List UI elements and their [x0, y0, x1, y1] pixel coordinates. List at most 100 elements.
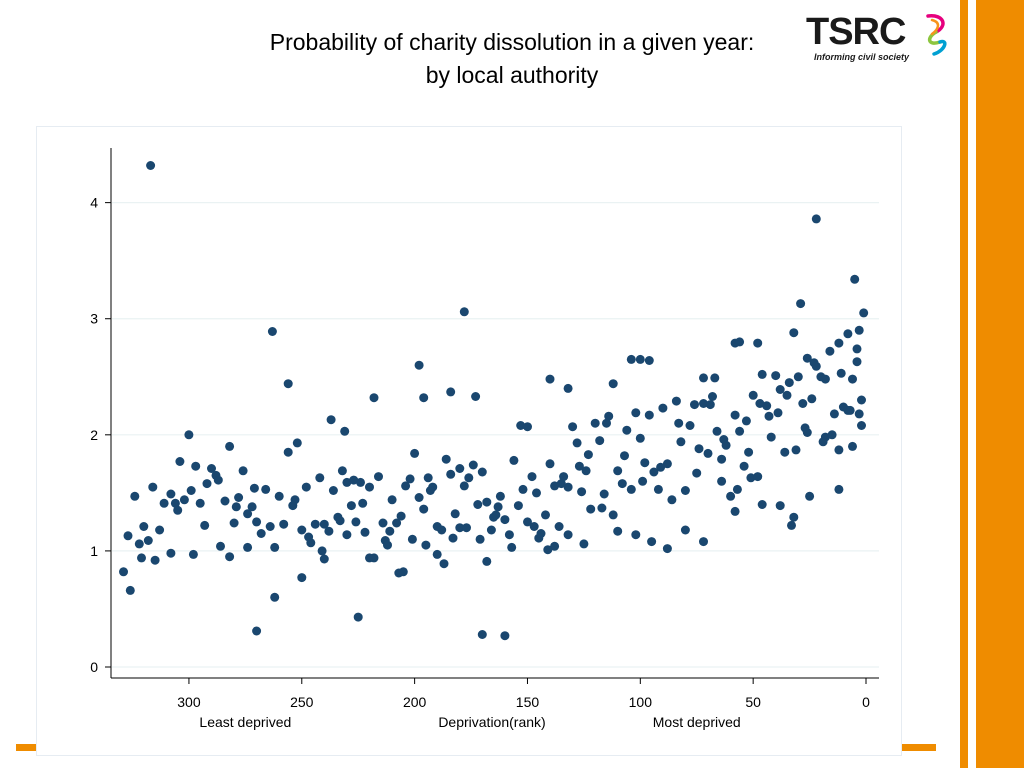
- data-point: [631, 530, 641, 540]
- data-point: [335, 516, 345, 526]
- data-point: [635, 433, 645, 443]
- data-point: [401, 481, 411, 491]
- data-point: [579, 539, 589, 549]
- data-point: [202, 479, 212, 489]
- data-point: [123, 531, 133, 541]
- data-point: [200, 520, 210, 530]
- data-point: [694, 444, 704, 454]
- data-point: [342, 477, 352, 487]
- data-point: [482, 497, 492, 507]
- data-point: [150, 555, 160, 565]
- data-point: [319, 554, 329, 564]
- data-point: [216, 541, 225, 551]
- x-annotation-label: Most deprived: [653, 714, 741, 730]
- data-point: [143, 536, 153, 545]
- data-point: [602, 418, 611, 428]
- orange-thin-stripe: [960, 0, 968, 768]
- axis-ticks: 0 1 2 3 4 300 250 200 150 100 50 0: [90, 195, 870, 710]
- data-point: [662, 459, 672, 469]
- data-point: [719, 435, 729, 444]
- data-point: [638, 476, 648, 486]
- data-point: [459, 307, 469, 317]
- logo-wordmark: TSRC: [806, 11, 906, 53]
- data-point: [789, 328, 799, 338]
- data-point: [243, 509, 253, 519]
- data-point: [818, 437, 828, 447]
- y-tick-label: 0: [90, 659, 98, 675]
- data-point: [753, 472, 763, 482]
- data-point: [170, 498, 180, 508]
- data-point: [658, 403, 668, 413]
- data-point: [459, 481, 469, 491]
- x-tick-label: 150: [516, 694, 540, 710]
- data-point: [155, 525, 165, 535]
- data-point: [146, 161, 156, 170]
- x-annotations: Least deprived Most deprived: [199, 714, 740, 730]
- data-point: [119, 567, 128, 577]
- data-point: [550, 541, 560, 551]
- data-point: [608, 379, 618, 389]
- data-point: [574, 461, 584, 471]
- data-point: [252, 517, 262, 527]
- orange-side-bar: [976, 0, 1024, 768]
- data-point: [292, 438, 302, 448]
- data-point: [656, 462, 666, 472]
- data-point: [568, 422, 578, 432]
- logo-tagline: Informing civil society: [814, 52, 910, 62]
- data-point: [825, 346, 835, 356]
- data-point: [462, 523, 471, 533]
- data-point: [419, 504, 429, 514]
- data-point: [304, 532, 314, 542]
- data-point: [572, 438, 582, 448]
- data-point: [297, 573, 307, 583]
- data-point: [850, 274, 860, 284]
- data-point: [270, 592, 280, 602]
- data-point: [852, 344, 862, 354]
- data-point: [191, 461, 201, 471]
- data-point: [854, 325, 864, 335]
- data-point: [225, 441, 235, 451]
- data-point: [807, 394, 817, 404]
- data-point: [811, 214, 821, 224]
- data-point: [139, 522, 149, 531]
- data-point: [353, 612, 363, 622]
- data-point: [297, 525, 307, 535]
- data-point: [213, 475, 223, 485]
- data-point: [699, 373, 708, 383]
- data-point: [195, 498, 205, 508]
- data-point: [775, 501, 785, 511]
- data-point: [692, 468, 702, 478]
- data-point: [857, 421, 866, 430]
- data-point: [455, 523, 465, 533]
- data-point: [827, 430, 837, 440]
- data-point: [735, 426, 745, 436]
- data-point: [608, 510, 618, 520]
- data-point: [166, 489, 176, 499]
- data-point: [782, 390, 792, 400]
- data-point: [613, 526, 623, 536]
- data-point: [626, 354, 636, 364]
- slide-title: Probability of charity dissolution in a …: [170, 26, 854, 92]
- data-point: [358, 498, 368, 508]
- data-point: [563, 482, 573, 492]
- data-point: [644, 356, 654, 365]
- data-point: [407, 534, 417, 544]
- data-point: [500, 515, 510, 525]
- data-point: [301, 482, 311, 492]
- data-point: [468, 460, 478, 470]
- data-point: [595, 436, 605, 446]
- data-point: [674, 418, 684, 428]
- data-point: [848, 441, 857, 451]
- y-tick-label: 1: [90, 543, 98, 559]
- data-point: [188, 549, 198, 559]
- data-point: [396, 511, 406, 521]
- data-point: [705, 400, 715, 410]
- data-point: [175, 457, 185, 466]
- data-point: [279, 519, 289, 529]
- data-point: [477, 630, 487, 639]
- data-point: [504, 530, 514, 540]
- data-point: [536, 529, 546, 538]
- data-point: [513, 501, 523, 511]
- data-point: [735, 337, 745, 347]
- data-point: [647, 537, 657, 547]
